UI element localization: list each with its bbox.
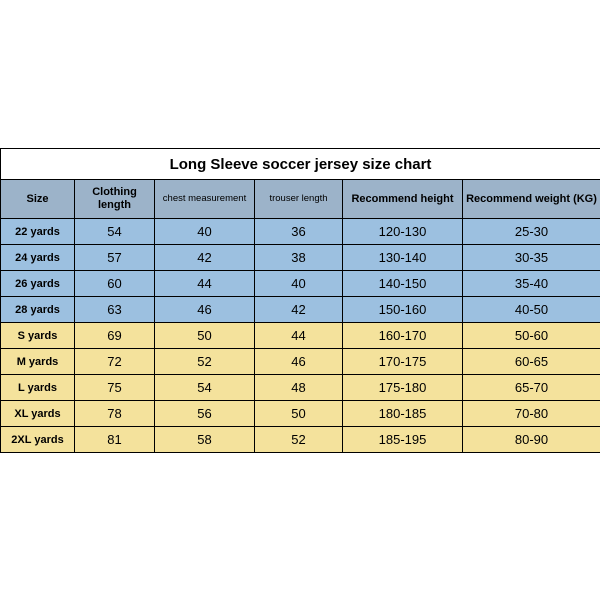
value-cell: 78 (75, 401, 155, 427)
value-cell: 40 (255, 271, 343, 297)
size-cell: 28 yards (1, 297, 75, 323)
value-cell: 40 (155, 219, 255, 245)
col-clothing-length: Clothing length (75, 180, 155, 219)
col-size: Size (1, 180, 75, 219)
table-row: 2XL yards815852185-19580-90 (1, 427, 600, 453)
size-cell: 22 yards (1, 219, 75, 245)
col-rec-weight: Recommend weight (KG) (463, 180, 600, 219)
table-row: L yards755448175-18065-70 (1, 375, 600, 401)
value-cell: 130-140 (343, 245, 463, 271)
table-body: 22 yards544036120-13025-3024 yards574238… (1, 219, 600, 453)
value-cell: 185-195 (343, 427, 463, 453)
size-chart-wrapper: Long Sleeve soccer jersey size chart Siz… (0, 148, 600, 453)
value-cell: 180-185 (343, 401, 463, 427)
table-row: XL yards785650180-18570-80 (1, 401, 600, 427)
size-cell: XL yards (1, 401, 75, 427)
table-row: S yards695044160-17050-60 (1, 323, 600, 349)
value-cell: 160-170 (343, 323, 463, 349)
value-cell: 70-80 (463, 401, 600, 427)
value-cell: 52 (255, 427, 343, 453)
value-cell: 50 (255, 401, 343, 427)
value-cell: 81 (75, 427, 155, 453)
title-row: Long Sleeve soccer jersey size chart (1, 149, 600, 180)
value-cell: 30-35 (463, 245, 600, 271)
value-cell: 35-40 (463, 271, 600, 297)
value-cell: 58 (155, 427, 255, 453)
table-row: 26 yards604440140-15035-40 (1, 271, 600, 297)
value-cell: 42 (155, 245, 255, 271)
col-rec-height: Recommend height (343, 180, 463, 219)
value-cell: 80-90 (463, 427, 600, 453)
value-cell: 38 (255, 245, 343, 271)
size-chart-table: Long Sleeve soccer jersey size chart Siz… (0, 148, 600, 453)
value-cell: 54 (75, 219, 155, 245)
value-cell: 40-50 (463, 297, 600, 323)
value-cell: 52 (155, 349, 255, 375)
table-title: Long Sleeve soccer jersey size chart (1, 149, 600, 180)
value-cell: 140-150 (343, 271, 463, 297)
header-row: Size Clothing length chest measurement t… (1, 180, 600, 219)
value-cell: 46 (255, 349, 343, 375)
value-cell: 46 (155, 297, 255, 323)
value-cell: 60 (75, 271, 155, 297)
value-cell: 54 (155, 375, 255, 401)
value-cell: 175-180 (343, 375, 463, 401)
table-row: 28 yards634642150-16040-50 (1, 297, 600, 323)
value-cell: 170-175 (343, 349, 463, 375)
value-cell: 150-160 (343, 297, 463, 323)
page: Long Sleeve soccer jersey size chart Siz… (0, 0, 600, 600)
size-cell: 24 yards (1, 245, 75, 271)
col-chest: chest measurement (155, 180, 255, 219)
value-cell: 120-130 (343, 219, 463, 245)
value-cell: 42 (255, 297, 343, 323)
value-cell: 44 (155, 271, 255, 297)
size-cell: L yards (1, 375, 75, 401)
value-cell: 57 (75, 245, 155, 271)
value-cell: 25-30 (463, 219, 600, 245)
col-trouser: trouser length (255, 180, 343, 219)
value-cell: 63 (75, 297, 155, 323)
value-cell: 50-60 (463, 323, 600, 349)
size-cell: S yards (1, 323, 75, 349)
table-row: 24 yards574238130-14030-35 (1, 245, 600, 271)
value-cell: 50 (155, 323, 255, 349)
value-cell: 48 (255, 375, 343, 401)
size-cell: M yards (1, 349, 75, 375)
value-cell: 56 (155, 401, 255, 427)
size-cell: 2XL yards (1, 427, 75, 453)
value-cell: 65-70 (463, 375, 600, 401)
table-row: M yards725246170-17560-65 (1, 349, 600, 375)
value-cell: 44 (255, 323, 343, 349)
size-cell: 26 yards (1, 271, 75, 297)
value-cell: 36 (255, 219, 343, 245)
table-row: 22 yards544036120-13025-30 (1, 219, 600, 245)
value-cell: 75 (75, 375, 155, 401)
value-cell: 72 (75, 349, 155, 375)
value-cell: 69 (75, 323, 155, 349)
value-cell: 60-65 (463, 349, 600, 375)
